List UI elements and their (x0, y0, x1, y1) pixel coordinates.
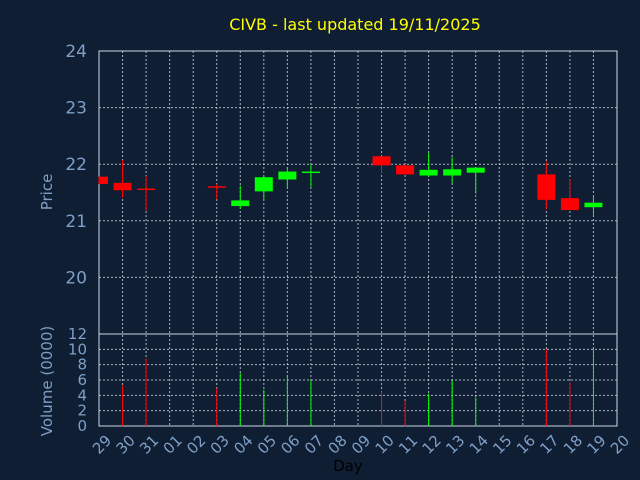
candle-body (419, 169, 438, 176)
candle-body (560, 198, 579, 211)
price-tick-label: 22 (65, 155, 87, 175)
volume-plot-frame (98, 333, 618, 427)
volume-tick-label: 12 (68, 325, 87, 343)
price-panel: 20 21 22 23 24 (65, 42, 618, 426)
chart-title: CIVB - last updated 19/11/2025 (229, 15, 481, 34)
price-tick-label: 20 (65, 268, 87, 288)
candle-body (537, 174, 556, 200)
candle-body (396, 165, 415, 175)
candle-body (301, 171, 320, 174)
candle-body (466, 167, 485, 173)
volume-tick-label: 4 (77, 386, 87, 404)
volume-tick-label: 0 (77, 417, 87, 435)
candle-body (372, 156, 391, 166)
candle-body (137, 188, 156, 191)
volume-tick-label: 6 (77, 371, 87, 389)
candle-body (113, 182, 132, 191)
price-tick-label: 24 (65, 42, 87, 62)
candle-body (254, 177, 273, 192)
volume-tick-label: 2 (77, 402, 87, 420)
x-axis-label: Day (333, 457, 363, 475)
candle-body (231, 200, 250, 207)
price-tick-label: 21 (65, 212, 87, 232)
volume-axis-label: Volume (0000) (38, 326, 56, 436)
volume-tick-label: 10 (68, 340, 87, 358)
price-axis-label: Price (38, 174, 56, 211)
candle-body (584, 202, 603, 208)
candle-body (278, 171, 297, 180)
price-tick-label: 23 (65, 99, 87, 119)
candle-body (443, 169, 462, 176)
candle-body (207, 186, 226, 188)
x-axis: 2930310102030405060708091011121314151617… (89, 432, 633, 458)
candle-body (99, 176, 108, 185)
volume-tick-label: 8 (77, 356, 87, 374)
